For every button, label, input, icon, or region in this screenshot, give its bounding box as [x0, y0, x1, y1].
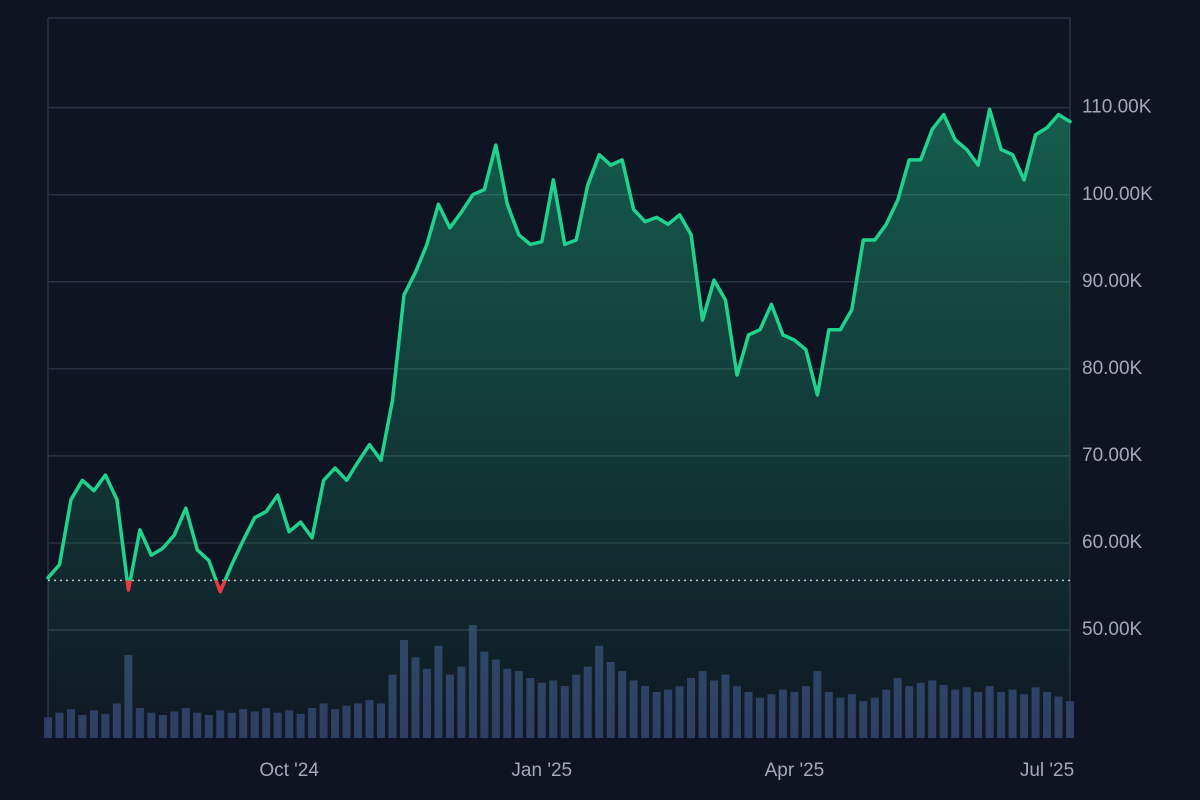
y-tick-label: 60.00K	[1082, 532, 1143, 553]
y-tick-label: 110.00K	[1082, 97, 1152, 118]
y-tick-label: 50.00K	[1082, 619, 1143, 640]
y-tick-label: 80.00K	[1082, 358, 1143, 379]
x-tick-label: Apr '25	[765, 760, 825, 781]
x-tick-label: Jan '25	[511, 760, 572, 781]
x-tick-label: Oct '24	[259, 760, 319, 781]
y-tick-label: 100.00K	[1082, 184, 1153, 205]
y-tick-label: 70.00K	[1082, 445, 1143, 466]
x-tick-label: Jul '25	[1020, 760, 1074, 781]
y-tick-label: 90.00K	[1082, 271, 1143, 292]
price-line	[46, 107, 1072, 594]
price-area	[48, 109, 1070, 738]
